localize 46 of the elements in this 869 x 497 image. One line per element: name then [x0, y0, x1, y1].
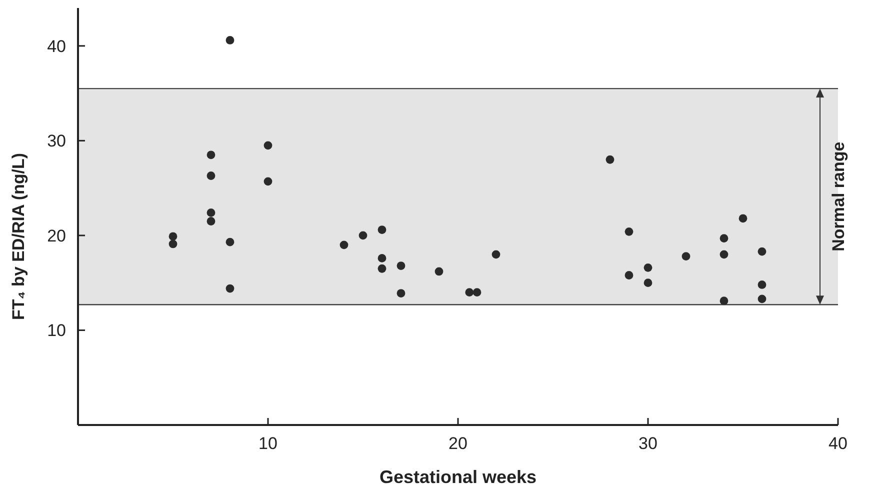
point: [264, 177, 272, 186]
point: [264, 141, 272, 150]
point: [206, 217, 216, 226]
point: [206, 208, 216, 217]
y-tick-label: 40: [47, 36, 66, 56]
point: [226, 238, 234, 246]
x-tick-label: 40: [828, 434, 848, 453]
point: [226, 284, 234, 293]
x-tick-label: 20: [448, 434, 468, 453]
point: [682, 252, 690, 261]
band-label: Normal range: [829, 142, 848, 252]
point: [644, 263, 652, 272]
point: [378, 264, 386, 273]
x-axis-title: Gestational weeks: [379, 467, 537, 487]
point: [758, 280, 766, 289]
point: [465, 288, 474, 297]
point: [206, 172, 216, 180]
point: [720, 296, 728, 306]
point: [168, 232, 178, 241]
point: [434, 267, 444, 276]
point: [738, 214, 748, 223]
x-tick-label: 30: [638, 434, 658, 453]
y-tick-label: 30: [47, 132, 66, 151]
y-tick-label: 10: [47, 321, 66, 340]
point: [720, 250, 728, 259]
point: [206, 150, 216, 160]
point: [472, 288, 482, 297]
y-axis-title: FT₄ by ED/RIA (ng/L): [9, 152, 28, 320]
point: [606, 155, 614, 164]
point: [624, 271, 634, 280]
point: [492, 250, 500, 259]
point: [226, 36, 234, 44]
point: [340, 240, 348, 250]
point: [378, 254, 386, 262]
x-tick-label: 10: [258, 434, 278, 453]
y-tick-label: 20: [47, 226, 66, 246]
point: [358, 231, 368, 240]
point: [378, 226, 386, 234]
point: [644, 278, 652, 288]
point: [396, 289, 406, 298]
point: [624, 227, 634, 236]
point: [758, 294, 766, 304]
point: [168, 240, 178, 248]
point: [720, 234, 728, 242]
point: [396, 262, 406, 270]
point: [758, 247, 766, 256]
